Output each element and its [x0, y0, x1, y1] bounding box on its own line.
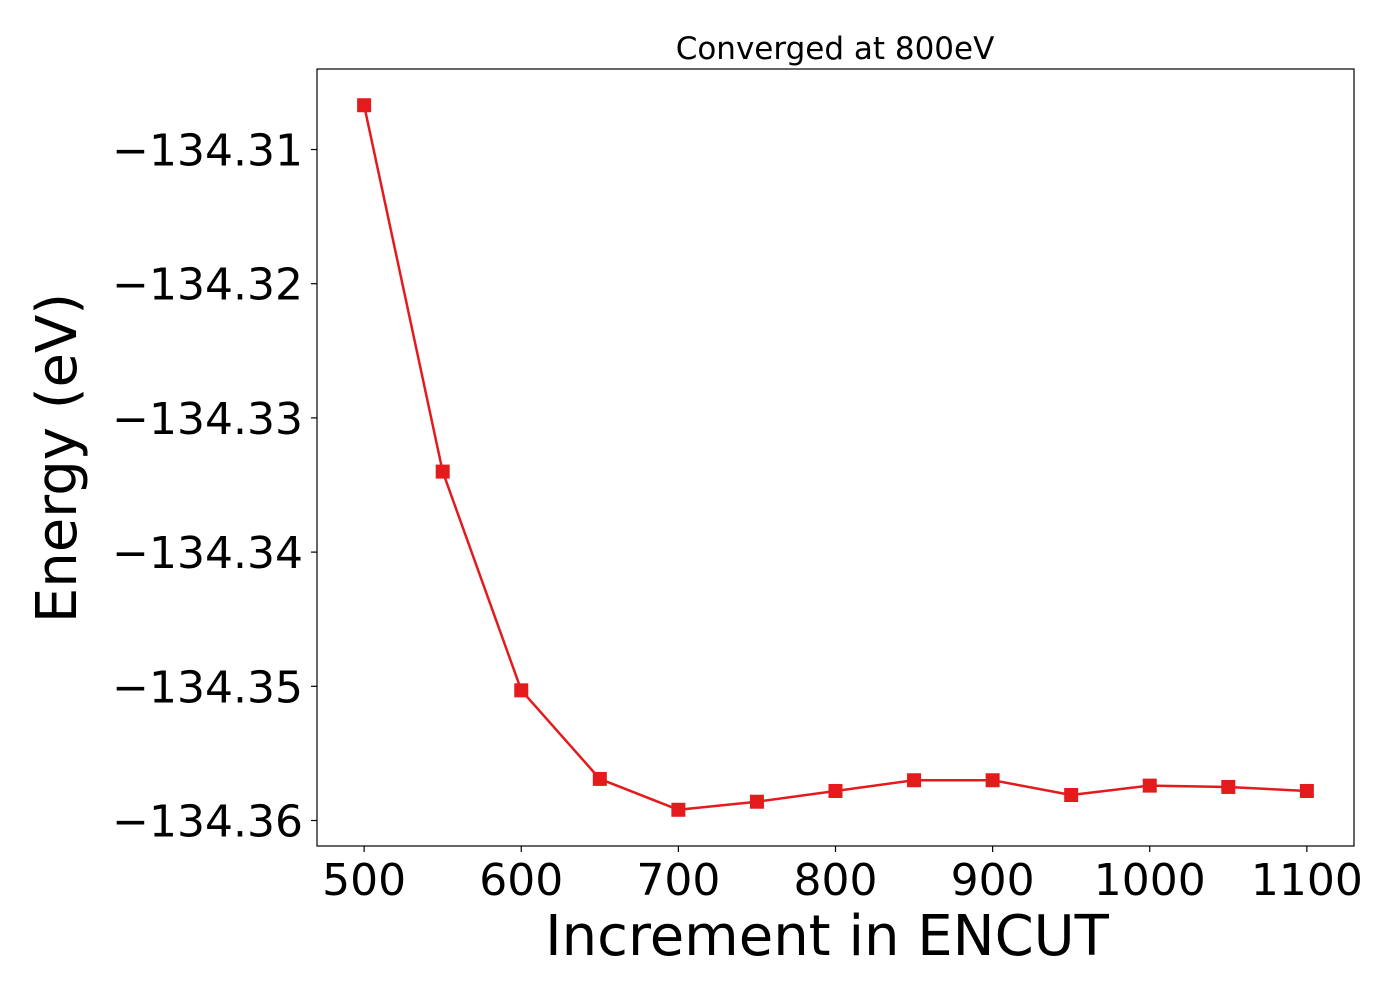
data-point-marker — [1299, 783, 1314, 798]
x-tick-label: 700 — [636, 855, 720, 906]
data-point-marker — [592, 771, 607, 786]
x-axis-ticks: 500 600 700 800 900 1000 1100 — [322, 846, 1363, 906]
data-point-marker — [357, 98, 372, 113]
plot-frame — [316, 68, 1355, 847]
x-axis-title: Increment in ENCUT — [545, 904, 1110, 969]
y-tick-label: −134.33 — [112, 394, 303, 445]
y-axis-ticks: −134.31 −134.32 −134.33 −134.34 −134.35 −134.… — [112, 126, 317, 848]
data-point-marker — [1064, 788, 1079, 803]
data-point-marker — [749, 794, 764, 809]
data-point-marker — [1142, 778, 1157, 793]
y-tick-label: −134.36 — [112, 797, 303, 848]
data-point-marker — [671, 802, 686, 817]
plot-area — [357, 98, 1314, 817]
y-tick-label: −134.32 — [112, 260, 303, 311]
data-point-marker — [907, 773, 922, 788]
x-tick-label: 1000 — [1094, 855, 1206, 906]
y-tick-label: −134.31 — [112, 126, 303, 177]
x-tick-label: 1100 — [1251, 855, 1363, 906]
y-axis-title: Energy (eV) — [25, 293, 90, 623]
data-point-marker — [1221, 779, 1236, 794]
chart-title: Converged at 800eV — [676, 31, 995, 67]
data-point-marker — [435, 464, 450, 479]
data-point-marker — [514, 683, 529, 698]
x-tick-label: 800 — [794, 855, 878, 906]
x-tick-label: 500 — [322, 855, 406, 906]
y-tick-label: −134.35 — [112, 662, 303, 713]
x-tick-label: 600 — [479, 855, 563, 906]
data-point-marker — [828, 783, 843, 798]
x-tick-label: 900 — [951, 855, 1035, 906]
data-point-marker — [985, 773, 1000, 788]
y-tick-label: −134.34 — [112, 528, 303, 579]
